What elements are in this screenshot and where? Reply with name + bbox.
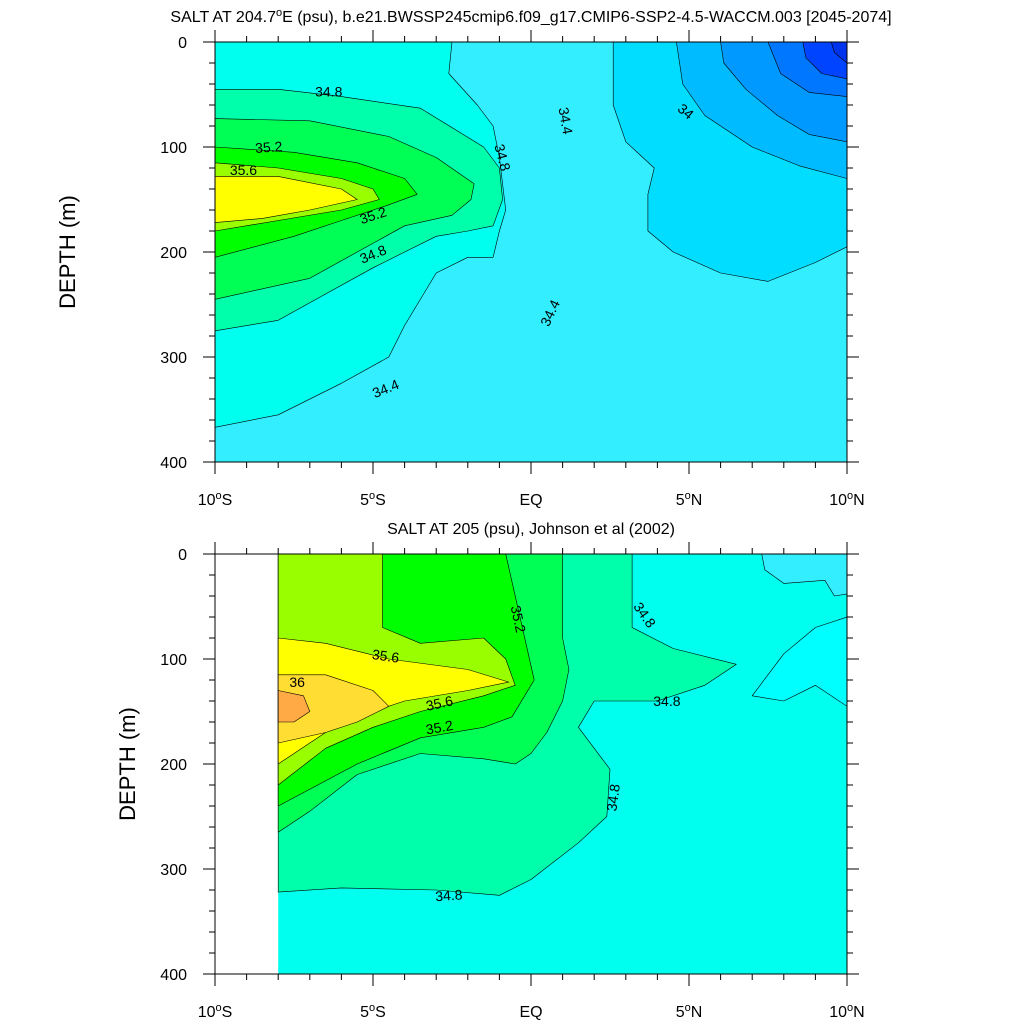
panel1-ytick-label-4: 400 <box>160 967 187 984</box>
panel1-contour-label-0: 35.2 <box>508 604 529 634</box>
panel1-contour-region-4 <box>277 637 510 765</box>
panel0-contour-label-0: 34.8 <box>315 83 342 99</box>
panel1-contour-region-6 <box>277 690 311 723</box>
panel1-xtick-label-3: 5oN <box>676 1002 703 1021</box>
panel1-contour-region-8 <box>751 616 847 707</box>
panel1-contour-label-4: 35.6 <box>424 692 454 713</box>
panel1-ytick-label-0: 0 <box>178 547 187 564</box>
panel-model-title: SALT AT 204.7oE (psu), b.e21.BWSSP245cmi… <box>170 7 891 26</box>
panel-obs-ylabel: DEPTH (m) <box>115 707 140 821</box>
panel1-contour-label-8: 34.8 <box>435 886 464 904</box>
panel0-contour-label-1: 35.2 <box>255 138 284 156</box>
panel1-xtick-label-2: EQ <box>519 1004 542 1021</box>
panel1-contour-label-2: 35.6 <box>371 646 400 666</box>
panel1-ytick-label-1: 100 <box>160 652 187 669</box>
panel1-contour-label-5: 35.2 <box>425 717 455 738</box>
panel0-contour-region-11 <box>830 42 847 64</box>
panel-model-ylabel: DEPTH (m) <box>55 195 80 309</box>
panel1-xtick-label-0: 10oS <box>198 1002 233 1021</box>
panel1-contour-label-7: 34.8 <box>603 783 623 812</box>
panel0-xtick-label-3: 5oN <box>676 490 703 509</box>
panel-obs-title: SALT AT 205 (psu), Johnson et al (2002) <box>387 521 675 538</box>
panel0-ytick-label-4: 400 <box>160 455 187 472</box>
panel0-xtick-label-4: 10oN <box>829 490 864 509</box>
panel0-ytick-label-2: 200 <box>160 245 187 262</box>
panel1-contour-label-6: 34.8 <box>653 693 680 709</box>
panel0-xtick-label-0: 10oS <box>198 490 233 509</box>
panel0-contour-label-6: 34.4 <box>556 106 577 136</box>
panel-model-plot-area: 34.835.235.635.234.834.834.434.434.43401… <box>160 30 865 509</box>
panel1-ytick-label-2: 200 <box>160 757 187 774</box>
panel1-ytick-label-3: 300 <box>160 862 187 879</box>
panel0-ytick-label-1: 100 <box>160 140 187 157</box>
panel-obs: SALT AT 205 (psu), Johnson et al (2002) … <box>115 521 865 1021</box>
panel-model: SALT AT 204.7oE (psu), b.e21.BWSSP245cmi… <box>55 7 892 509</box>
panel1-xtick-label-1: 5oS <box>360 1002 386 1021</box>
panel0-contour-region-5 <box>215 176 358 223</box>
panel1-xtick-label-4: 10oN <box>829 1002 864 1021</box>
panel1-contour-region-7 <box>761 554 847 597</box>
panel0-contour-label-5: 34.8 <box>491 142 514 173</box>
panel1-contour-region-5 <box>277 674 390 744</box>
panel1-contour-label-3: 36 <box>289 674 305 690</box>
panel0-contour-label-2: 35.6 <box>230 162 257 178</box>
panel0-xtick-label-2: EQ <box>519 492 542 509</box>
panel0-ytick-label-3: 300 <box>160 350 187 367</box>
panel0-xtick-label-1: 5oS <box>360 490 386 509</box>
panel-obs-plot-area: 35.2 34.835.63635.635.234.834.834.8010020… <box>160 542 865 1021</box>
panel0-ytick-label-0: 0 <box>178 35 187 52</box>
